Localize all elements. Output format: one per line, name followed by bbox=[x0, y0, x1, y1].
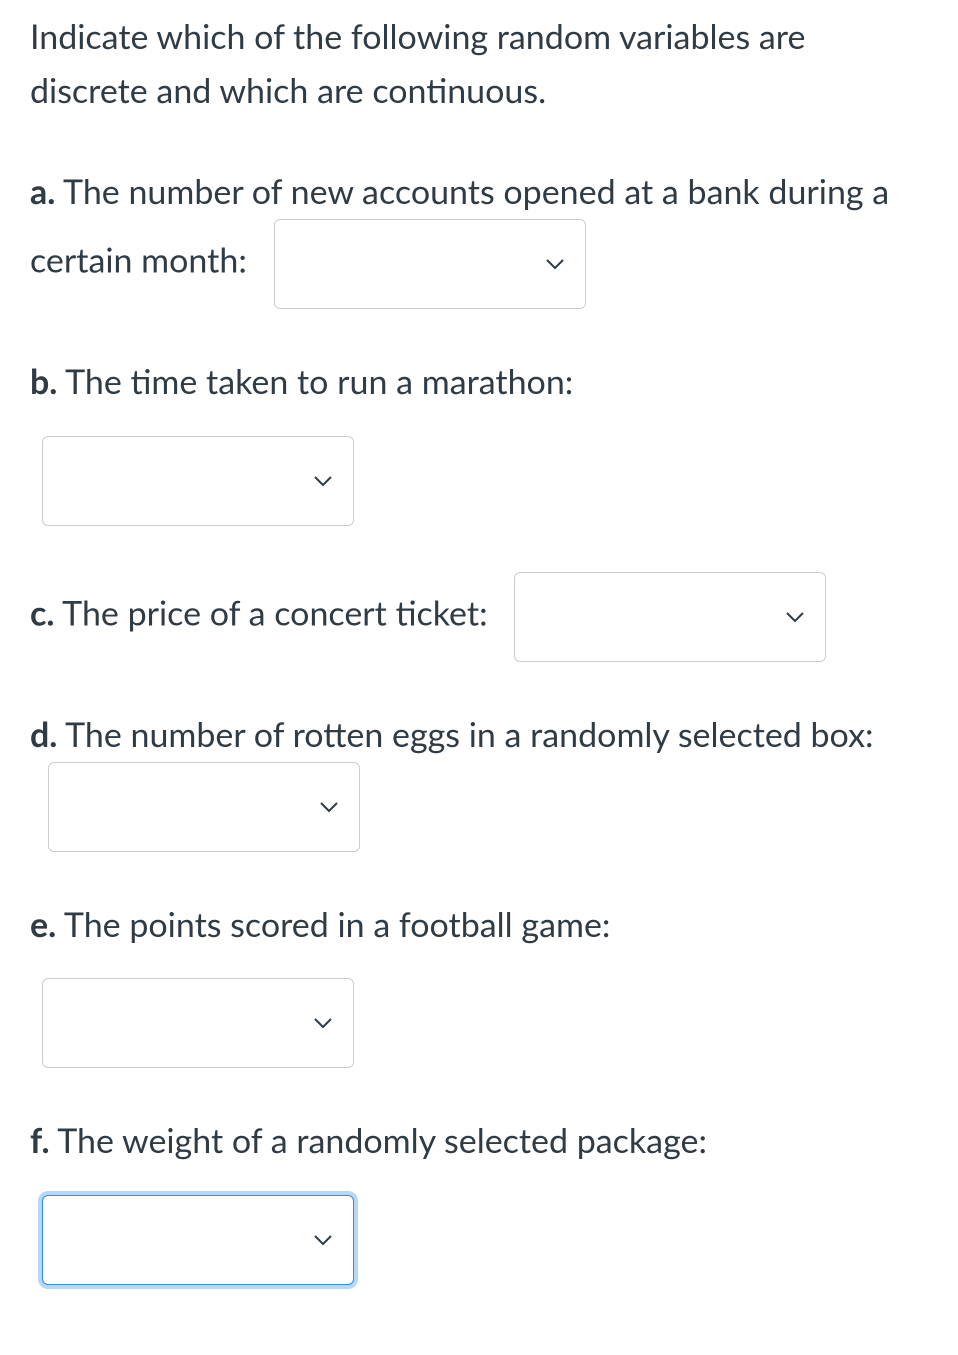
question-e-text: The points scored in a football game: bbox=[64, 904, 610, 945]
question-a-letter: a. bbox=[30, 171, 55, 212]
question-b-letter: b. bbox=[30, 361, 57, 402]
question-d-letter: d. bbox=[30, 714, 57, 755]
question-f: f. The weight of a randomly selected pac… bbox=[30, 1114, 928, 1284]
question-f-letter: f. bbox=[30, 1120, 50, 1161]
instructions-text: Indicate which of the following random v… bbox=[30, 10, 928, 119]
question-f-text: The weight of a randomly selected packag… bbox=[57, 1120, 707, 1161]
question-e-select[interactable] bbox=[42, 978, 354, 1068]
question-b-select[interactable] bbox=[42, 436, 354, 526]
question-d-select[interactable] bbox=[48, 762, 360, 852]
question-c-select[interactable] bbox=[514, 572, 826, 662]
question-e-letter: e. bbox=[30, 904, 56, 945]
question-d: d. The number of rotten eggs in a random… bbox=[30, 708, 928, 852]
question-f-select[interactable] bbox=[42, 1195, 354, 1285]
question-a: a. The number of new accounts opened at … bbox=[30, 165, 928, 309]
question-c-text: The price of a concert ticket: bbox=[62, 592, 487, 633]
question-c: c. The price of a concert ticket: bbox=[30, 572, 928, 662]
question-page: Indicate which of the following random v… bbox=[0, 10, 958, 1355]
question-a-select[interactable] bbox=[274, 219, 586, 309]
question-b-text: The time taken to run a marathon: bbox=[65, 361, 573, 402]
question-c-letter: c. bbox=[30, 592, 54, 633]
question-e: e. The points scored in a football game: bbox=[30, 898, 928, 1068]
question-d-text: The number of rotten eggs in a randomly … bbox=[65, 714, 873, 755]
question-b: b. The time taken to run a marathon: bbox=[30, 355, 928, 525]
